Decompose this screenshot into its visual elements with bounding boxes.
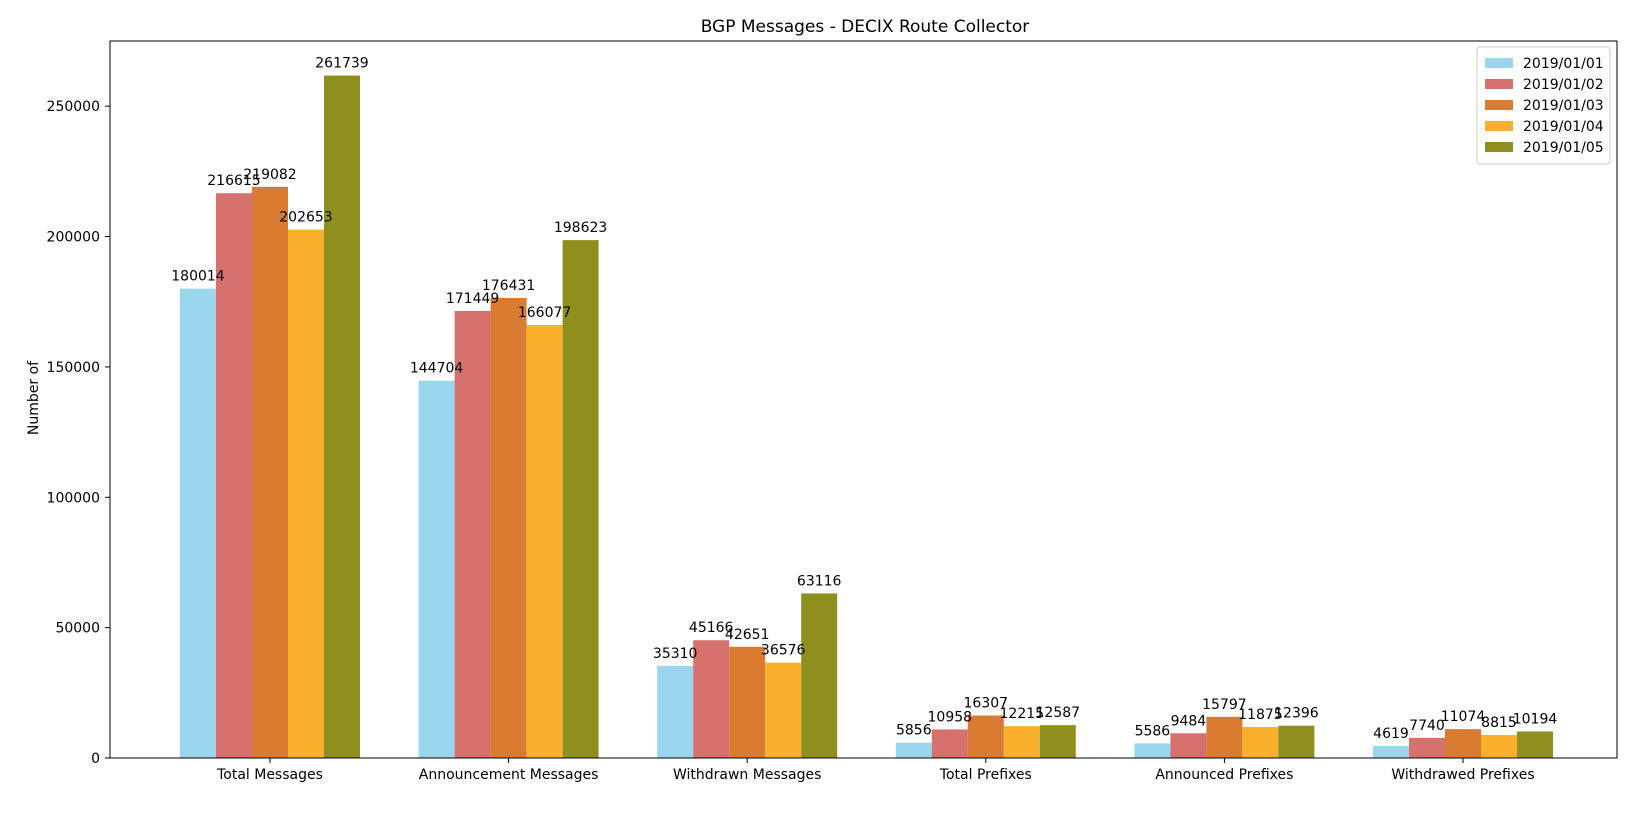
bar-value-label: 42651 <box>725 627 770 643</box>
bar-value-label: 216615 <box>207 173 260 189</box>
x-tick-label: Withdrawed Prefixes <box>1391 767 1534 783</box>
bar-value-label: 219082 <box>243 167 296 183</box>
bar-value-label: 5856 <box>896 723 932 739</box>
bar <box>1039 725 1076 758</box>
bars-layer <box>180 75 1553 759</box>
x-tick-label: Total Prefixes <box>939 767 1032 783</box>
bar-value-label: 176431 <box>482 278 535 294</box>
bar <box>967 715 1004 758</box>
bar-value-label: 11875 <box>1238 707 1283 723</box>
bar <box>729 646 766 758</box>
bar <box>765 662 802 758</box>
bar <box>1481 735 1517 758</box>
y-tick-label: 100000 <box>47 490 100 506</box>
bar <box>1278 725 1315 758</box>
bar <box>288 229 324 758</box>
bar-value-label: 63116 <box>797 573 842 589</box>
legend-label: 2019/01/03 <box>1523 98 1604 114</box>
bar <box>657 665 694 758</box>
bar <box>1242 727 1279 758</box>
bar-value-label: 144704 <box>410 361 464 377</box>
bar-value-label: 12215 <box>1000 706 1045 722</box>
x-tick-label: Withdrawn Messages <box>673 767 821 783</box>
bar <box>180 288 216 758</box>
x-tick-label: Announcement Messages <box>419 767 599 783</box>
legend-label: 2019/01/05 <box>1523 140 1604 156</box>
bar <box>1003 726 1040 758</box>
legend-swatch <box>1485 100 1513 110</box>
legend-label: 2019/01/02 <box>1523 77 1604 93</box>
bar-value-label: 7740 <box>1409 718 1445 734</box>
bar-value-label: 171449 <box>446 291 499 307</box>
legend-label: 2019/01/01 <box>1523 56 1604 72</box>
bar-value-label: 202653 <box>279 210 332 226</box>
legend-box <box>1476 46 1611 165</box>
bar-value-label: 9484 <box>1171 713 1207 729</box>
bar-value-label: 198623 <box>554 220 607 236</box>
bar-value-label: 12396 <box>1274 706 1319 722</box>
bar <box>324 75 360 758</box>
y-tick-label: 200000 <box>47 230 100 246</box>
bar-value-label: 10194 <box>1513 711 1558 727</box>
legend-swatch <box>1485 58 1513 68</box>
legend-label: 2019/01/04 <box>1523 119 1604 135</box>
bar <box>526 324 563 758</box>
bar <box>216 193 252 759</box>
bar-value-label: 12587 <box>1036 705 1081 721</box>
plot-frame <box>109 40 1618 759</box>
bar-value-label: 180014 <box>171 269 225 285</box>
legend: 2019/01/01 2019/01/02 2019/01/03 2019/01/04… <box>1476 46 1611 165</box>
bar <box>490 297 527 758</box>
x-tick-label: Total Messages <box>216 767 323 783</box>
bar <box>693 640 730 758</box>
bar-value-label: 35310 <box>653 646 698 662</box>
bar-value-label: 5586 <box>1135 723 1171 739</box>
bar-labels-layer: 180014 144704 35310 5856 5586 4619 216615 17144… <box>171 56 1557 742</box>
legend-swatch <box>1485 142 1513 152</box>
bar <box>1517 731 1553 758</box>
chart-title: BGP Messages - DECIX Route Collector <box>701 17 1030 37</box>
bar-value-label: 15797 <box>1202 697 1247 713</box>
bar <box>1206 716 1243 758</box>
axes-layer: 0 50000 100000 150000 200000 250000 Total Mess… <box>47 40 1618 783</box>
bar <box>801 593 838 758</box>
bar-value-label: 261739 <box>315 56 368 72</box>
bar <box>454 310 491 758</box>
y-axis-label: Number of <box>26 360 42 435</box>
bar <box>931 729 968 758</box>
bar-value-label: 45166 <box>689 620 734 636</box>
legend-swatch <box>1485 121 1513 131</box>
bar <box>252 186 288 759</box>
bar <box>1170 733 1207 758</box>
bar-value-label: 4619 <box>1373 726 1409 742</box>
y-tick-label: 0 <box>91 751 100 767</box>
bar <box>1409 737 1445 758</box>
bar <box>1445 729 1481 758</box>
y-tick-label: 150000 <box>47 360 100 376</box>
bar <box>418 380 455 758</box>
bar <box>1134 743 1171 758</box>
y-tick-label: 50000 <box>55 621 100 637</box>
bar <box>562 240 599 758</box>
bar-value-label: 166077 <box>518 305 571 321</box>
x-tick-label: Announced Prefixes <box>1155 767 1293 783</box>
bar-value-label: 16307 <box>964 695 1009 711</box>
bar-value-label: 10958 <box>928 709 973 725</box>
bar-value-label: 36576 <box>761 643 806 659</box>
bar <box>1373 745 1409 758</box>
legend-swatch <box>1485 79 1513 89</box>
y-tick-label: 250000 <box>47 99 100 115</box>
bar-value-label: 8815 <box>1481 715 1517 731</box>
bar-value-label: 11074 <box>1441 709 1486 725</box>
bar <box>895 742 932 758</box>
